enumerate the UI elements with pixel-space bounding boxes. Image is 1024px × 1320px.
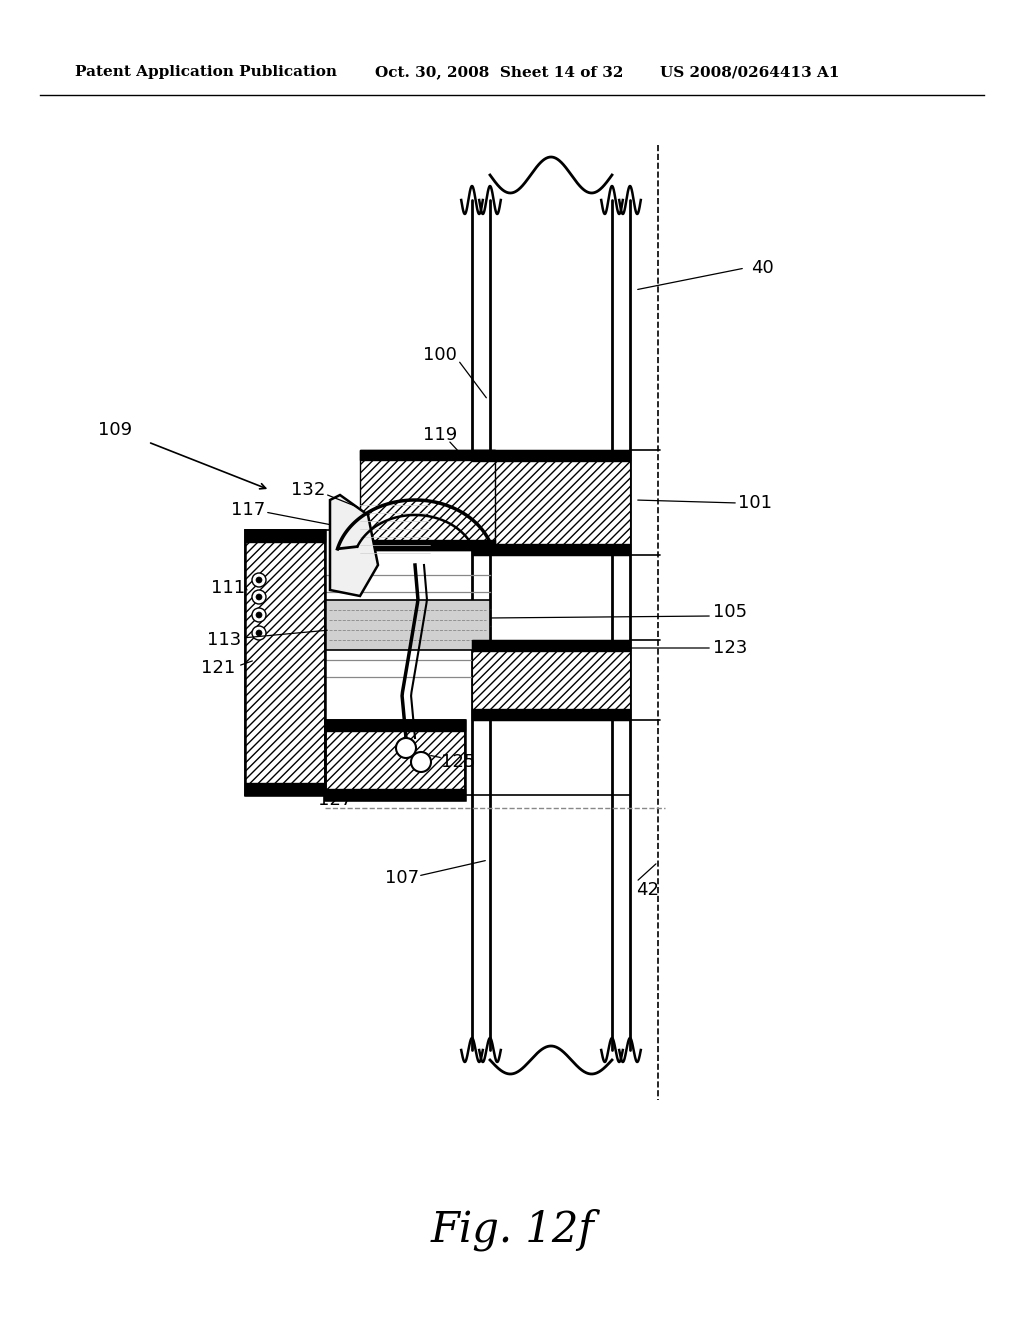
Circle shape (252, 626, 266, 640)
Text: 40: 40 (751, 259, 773, 277)
Circle shape (396, 738, 416, 758)
Bar (360, 450, 495, 459)
Text: Fig. 12f: Fig. 12f (430, 1209, 594, 1251)
Circle shape (256, 630, 262, 636)
Text: 132: 132 (291, 480, 326, 499)
Text: 127: 127 (317, 791, 352, 809)
Circle shape (252, 573, 266, 587)
Bar (245, 531, 325, 795)
Circle shape (256, 612, 262, 618)
Text: 117: 117 (230, 502, 265, 519)
Text: 113: 113 (207, 631, 241, 649)
Circle shape (252, 590, 266, 605)
Text: 107: 107 (385, 869, 419, 887)
Bar (245, 531, 325, 543)
Bar (472, 544, 630, 554)
Bar (360, 450, 495, 550)
Text: US 2008/0264413 A1: US 2008/0264413 A1 (660, 65, 840, 79)
Bar (472, 709, 630, 719)
Text: 121: 121 (201, 659, 236, 677)
Circle shape (256, 577, 262, 583)
Circle shape (411, 752, 431, 772)
Circle shape (252, 609, 266, 622)
Text: 111: 111 (211, 579, 245, 597)
Text: Patent Application Publication: Patent Application Publication (75, 65, 337, 79)
Text: 101: 101 (738, 494, 772, 512)
Bar (325, 789, 465, 800)
Text: 105: 105 (713, 603, 748, 620)
Bar (325, 719, 465, 731)
Polygon shape (330, 495, 378, 597)
Bar (325, 719, 465, 800)
Bar (472, 640, 630, 651)
Text: 109: 109 (98, 421, 132, 440)
Text: 100: 100 (423, 346, 457, 364)
Bar (325, 601, 490, 649)
Bar (360, 540, 495, 550)
Bar (325, 719, 465, 800)
Text: 119: 119 (423, 426, 457, 444)
Text: 123: 123 (713, 639, 748, 657)
Text: 125: 125 (440, 752, 475, 771)
Bar (245, 783, 325, 795)
Text: Oct. 30, 2008  Sheet 14 of 32: Oct. 30, 2008 Sheet 14 of 32 (375, 65, 624, 79)
Bar (472, 640, 630, 719)
Bar (472, 450, 630, 461)
Text: 42: 42 (637, 880, 659, 899)
Circle shape (256, 594, 262, 601)
Bar (472, 450, 630, 554)
Bar (245, 531, 325, 795)
